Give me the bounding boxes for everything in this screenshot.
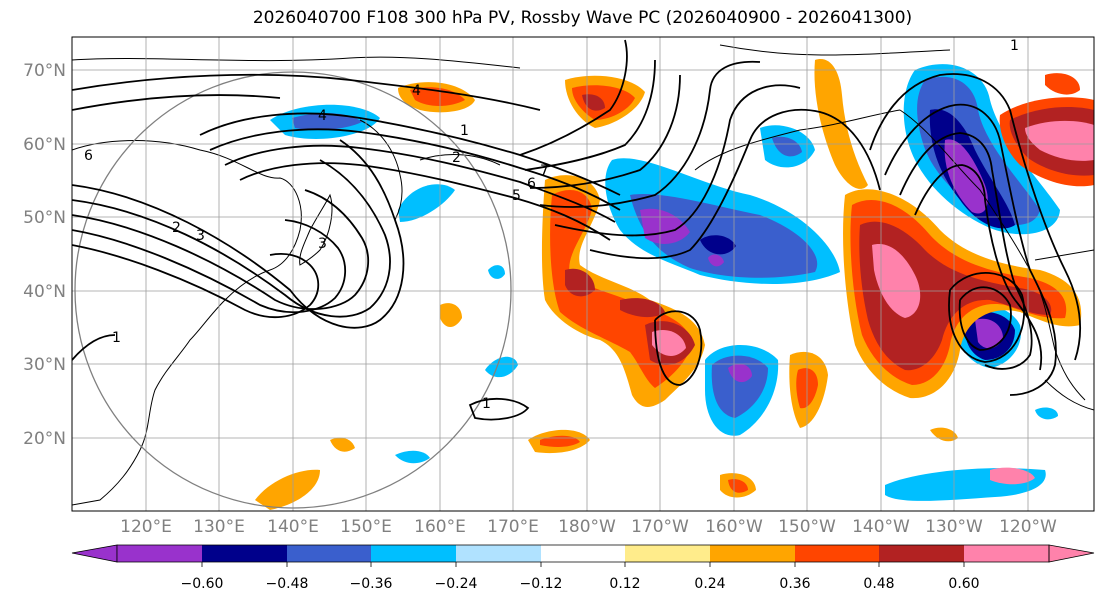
colorbar-swatch [202, 545, 287, 562]
colorbar [71, 544, 1095, 567]
lon-label: 140°W [852, 517, 910, 537]
colorbar-tick-label: 0.60 [948, 576, 980, 592]
colorbar-tick-label: 0.48 [863, 576, 895, 592]
colorbar-swatch [456, 545, 541, 562]
colorbar-swatch [879, 545, 964, 562]
colorbar-tick-label: −0.48 [265, 576, 309, 592]
colorbar-swatch [710, 545, 795, 562]
contour-label: 1 [482, 396, 491, 412]
contour-label: 2 [172, 220, 181, 236]
lon-label: 130°W [925, 517, 983, 537]
contour-label: 4 [318, 108, 327, 124]
colorbar-extend-right [1048, 544, 1095, 563]
lat-label: 30°N [23, 355, 66, 375]
contour-label: 1 [1010, 38, 1019, 54]
contour-label: 6 [84, 148, 93, 164]
negative-anomaly-kuril [398, 184, 455, 222]
colorbar-swatch [964, 545, 1049, 562]
contour-label: 7 [540, 163, 549, 179]
contour-labels: 1 2 3 4 5 6 7 1 2 3 4 6 1 1 [84, 38, 1019, 412]
contour-label: 3 [318, 236, 327, 252]
colorbar-extend-left [71, 544, 118, 563]
reference-circle [74, 71, 512, 509]
contour-label: 5 [512, 188, 521, 204]
lat-label: 40°N [23, 282, 66, 302]
map-area: 1 2 3 4 5 6 7 1 2 3 4 6 1 1 [72, 37, 1094, 511]
colorbar-swatch [117, 545, 202, 562]
lat-label: 70°N [23, 61, 66, 81]
lat-label: 60°N [23, 135, 66, 155]
colorbar-tick-label: 0.36 [779, 576, 811, 592]
colorbar-tick-label: −0.36 [349, 576, 393, 592]
graticule [72, 37, 1094, 511]
map-title: 2026040700 F108 300 hPa PV, Rossby Wave … [252, 8, 913, 28]
lon-label: 160°E [414, 517, 466, 537]
lon-label: 120°E [120, 517, 172, 537]
contour-label: 6 [527, 176, 536, 192]
lon-label: 180°W [558, 517, 616, 537]
contour-label: 4 [412, 83, 421, 99]
map-frame [71, 36, 1095, 512]
lat-label: 50°N [23, 208, 66, 228]
lon-label: 140°E [267, 517, 319, 537]
colorbar-swatch [795, 545, 879, 562]
colorbar-tick-label: −0.12 [519, 576, 563, 592]
colorbar-swatch [541, 545, 625, 562]
lon-label: 160°W [705, 517, 763, 537]
lon-label: 150°W [778, 517, 836, 537]
lon-label: 130°E [193, 517, 245, 537]
colorbar-tick-label: 0.24 [694, 576, 726, 592]
lat-label: 20°N [23, 429, 66, 449]
contour-label: 2 [452, 150, 461, 166]
contour-label: 1 [112, 330, 121, 346]
colorbar-tick-label: −0.24 [434, 576, 478, 592]
lon-label: 150°E [340, 517, 392, 537]
contour-label: 1 [460, 123, 469, 139]
colorbar-tick-label: 0.12 [609, 576, 641, 592]
lon-label: 170°E [487, 517, 539, 537]
contour-label: 3 [196, 228, 205, 244]
colorbar-swatch [371, 545, 456, 562]
colorbar-swatch [287, 545, 371, 562]
colorbar-swatch [625, 545, 710, 562]
lon-label: 170°W [631, 517, 689, 537]
pv-contours [72, 39, 1082, 421]
colorbar-tick-label: −0.60 [180, 576, 224, 592]
lon-label: 120°W [999, 517, 1057, 537]
